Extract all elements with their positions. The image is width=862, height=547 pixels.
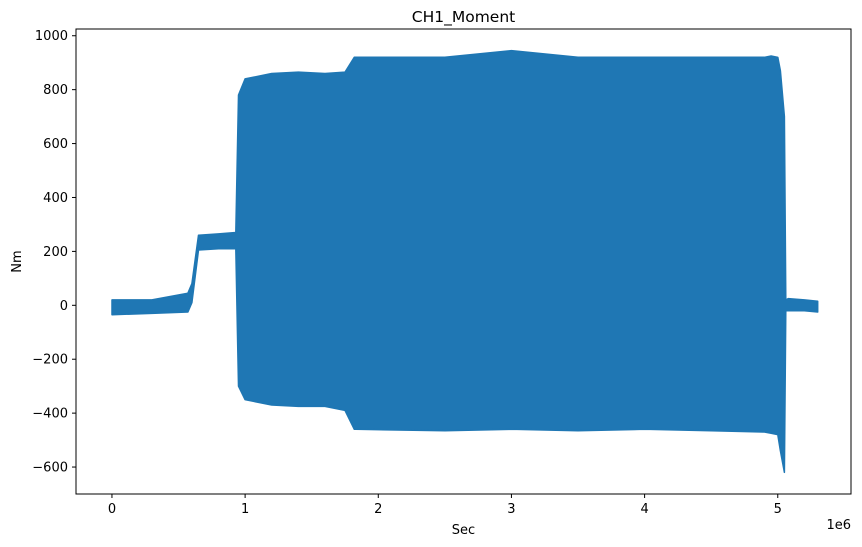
series-0-signal [111, 49, 819, 474]
x-axis: 0 1 2 3 4 5 [108, 494, 782, 517]
axes-frame [75, 28, 852, 495]
y-tick-label: −600 [32, 461, 68, 476]
y-tick-label: 400 [43, 191, 68, 206]
y-tick-label: 1000 [35, 29, 68, 44]
x-tick-label: 5 [774, 502, 782, 517]
x-tick-label: 0 [108, 502, 116, 517]
y-axis-title: Nm [10, 250, 25, 272]
x-axis-offset-label: 1e6 [826, 518, 851, 533]
y-tick-label: −400 [32, 407, 68, 422]
y-tick-label: 600 [43, 137, 68, 152]
y-tick-label: 800 [43, 83, 68, 98]
y-tick-label: 0 [60, 299, 68, 314]
x-tick-label: 4 [640, 502, 648, 517]
y-tick-label: −200 [32, 353, 68, 368]
x-tick-label: 2 [374, 502, 382, 517]
y-axis: −600 −400 −200 0 200 400 600 800 1000 [32, 29, 76, 476]
x-tick-label: 3 [507, 502, 515, 517]
chart-title: CH1_Moment [412, 8, 515, 27]
x-axis-title: Sec [452, 523, 475, 538]
plot-area [111, 49, 819, 474]
x-tick-label: 1 [241, 502, 249, 517]
y-tick-label: 200 [43, 245, 68, 260]
